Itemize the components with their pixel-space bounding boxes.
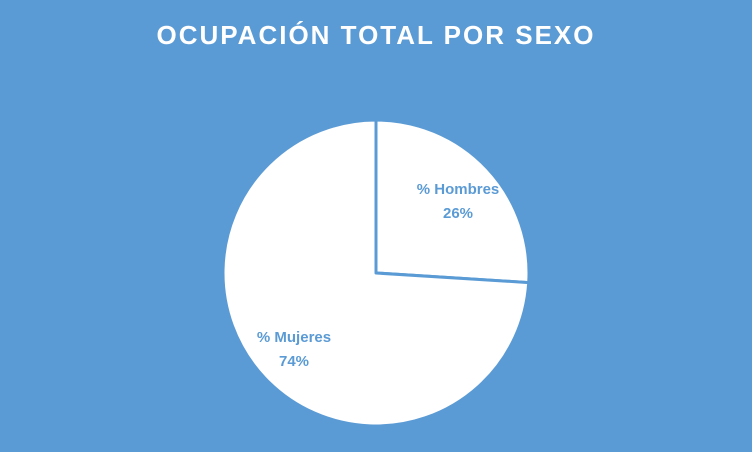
slice-category-label: % Mujeres	[257, 329, 331, 346]
slice-value-label: 74%	[279, 353, 309, 370]
pie-slice-mujeres	[221, 118, 531, 428]
pie-slice-hombres	[374, 118, 531, 285]
chart-title: OCUPACIÓN TOTAL POR SEXO	[156, 20, 596, 50]
slice-category-label: % Hombres	[417, 181, 500, 198]
slice-value-label: 26%	[443, 205, 473, 222]
